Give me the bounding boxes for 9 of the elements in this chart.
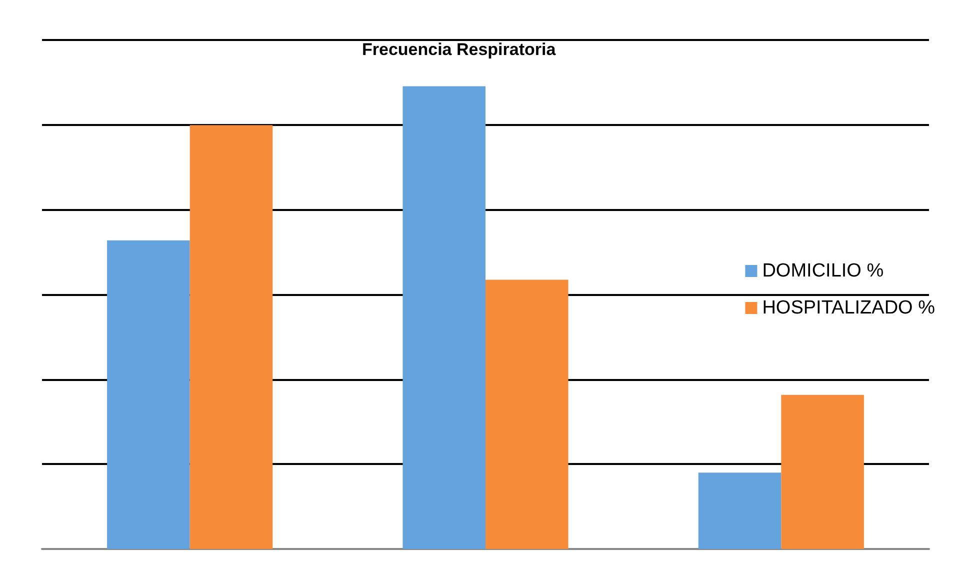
legend-label: HOSPITALIZADO % — [762, 298, 936, 318]
bar — [486, 280, 568, 549]
bar — [698, 472, 782, 549]
chart-title: Frecuencia Respiratoria — [362, 40, 556, 59]
bar — [781, 394, 864, 549]
bar — [402, 86, 486, 549]
bar — [107, 240, 190, 549]
legend-label: DOMICILIO % — [762, 260, 884, 282]
bar — [190, 125, 273, 549]
